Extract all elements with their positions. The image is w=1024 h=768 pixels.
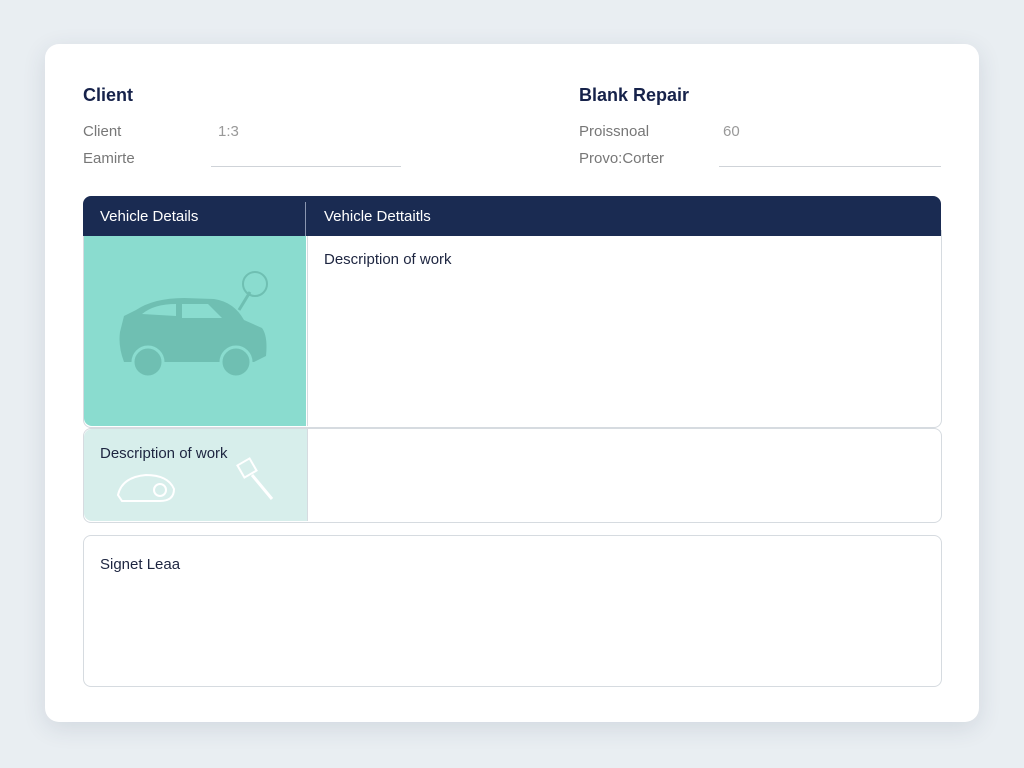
professional-value[interactable]: 60 bbox=[723, 123, 740, 140]
header-vehicle-details: Vehicle Details bbox=[100, 208, 199, 225]
wrench-icon bbox=[236, 457, 274, 500]
description-label: Description of work bbox=[324, 251, 452, 268]
table-header: Vehicle Details Vehicle Dettaitls bbox=[83, 196, 941, 236]
client-value[interactable]: 1:3 bbox=[218, 123, 239, 140]
provider-label: Provo:Corter bbox=[579, 150, 665, 167]
wheel-wrench-icon bbox=[237, 271, 268, 311]
provider-input[interactable] bbox=[719, 166, 941, 167]
professional-label: Proissnoal bbox=[579, 123, 650, 140]
column-divider bbox=[307, 236, 308, 426]
signature-area[interactable]: Signet Leaa bbox=[83, 535, 942, 687]
header-divider bbox=[305, 202, 306, 236]
estimate-input[interactable] bbox=[211, 166, 401, 167]
estimate-label: Eamirte bbox=[83, 150, 135, 167]
work-row-label-cell: Description of work bbox=[84, 429, 308, 521]
repair-title: Blank Repair bbox=[579, 85, 690, 105]
work-description-label: Description of work bbox=[100, 445, 228, 462]
client-title: Client bbox=[83, 85, 134, 105]
signature-label: Signet Leaa bbox=[100, 556, 181, 573]
vehicle-image-panel bbox=[84, 236, 306, 426]
header-vehicle-details-2: Vehicle Dettaitls bbox=[324, 208, 431, 225]
snail-car-icon bbox=[116, 473, 176, 502]
car-icon bbox=[119, 298, 267, 379]
client-label: Client bbox=[83, 123, 122, 140]
